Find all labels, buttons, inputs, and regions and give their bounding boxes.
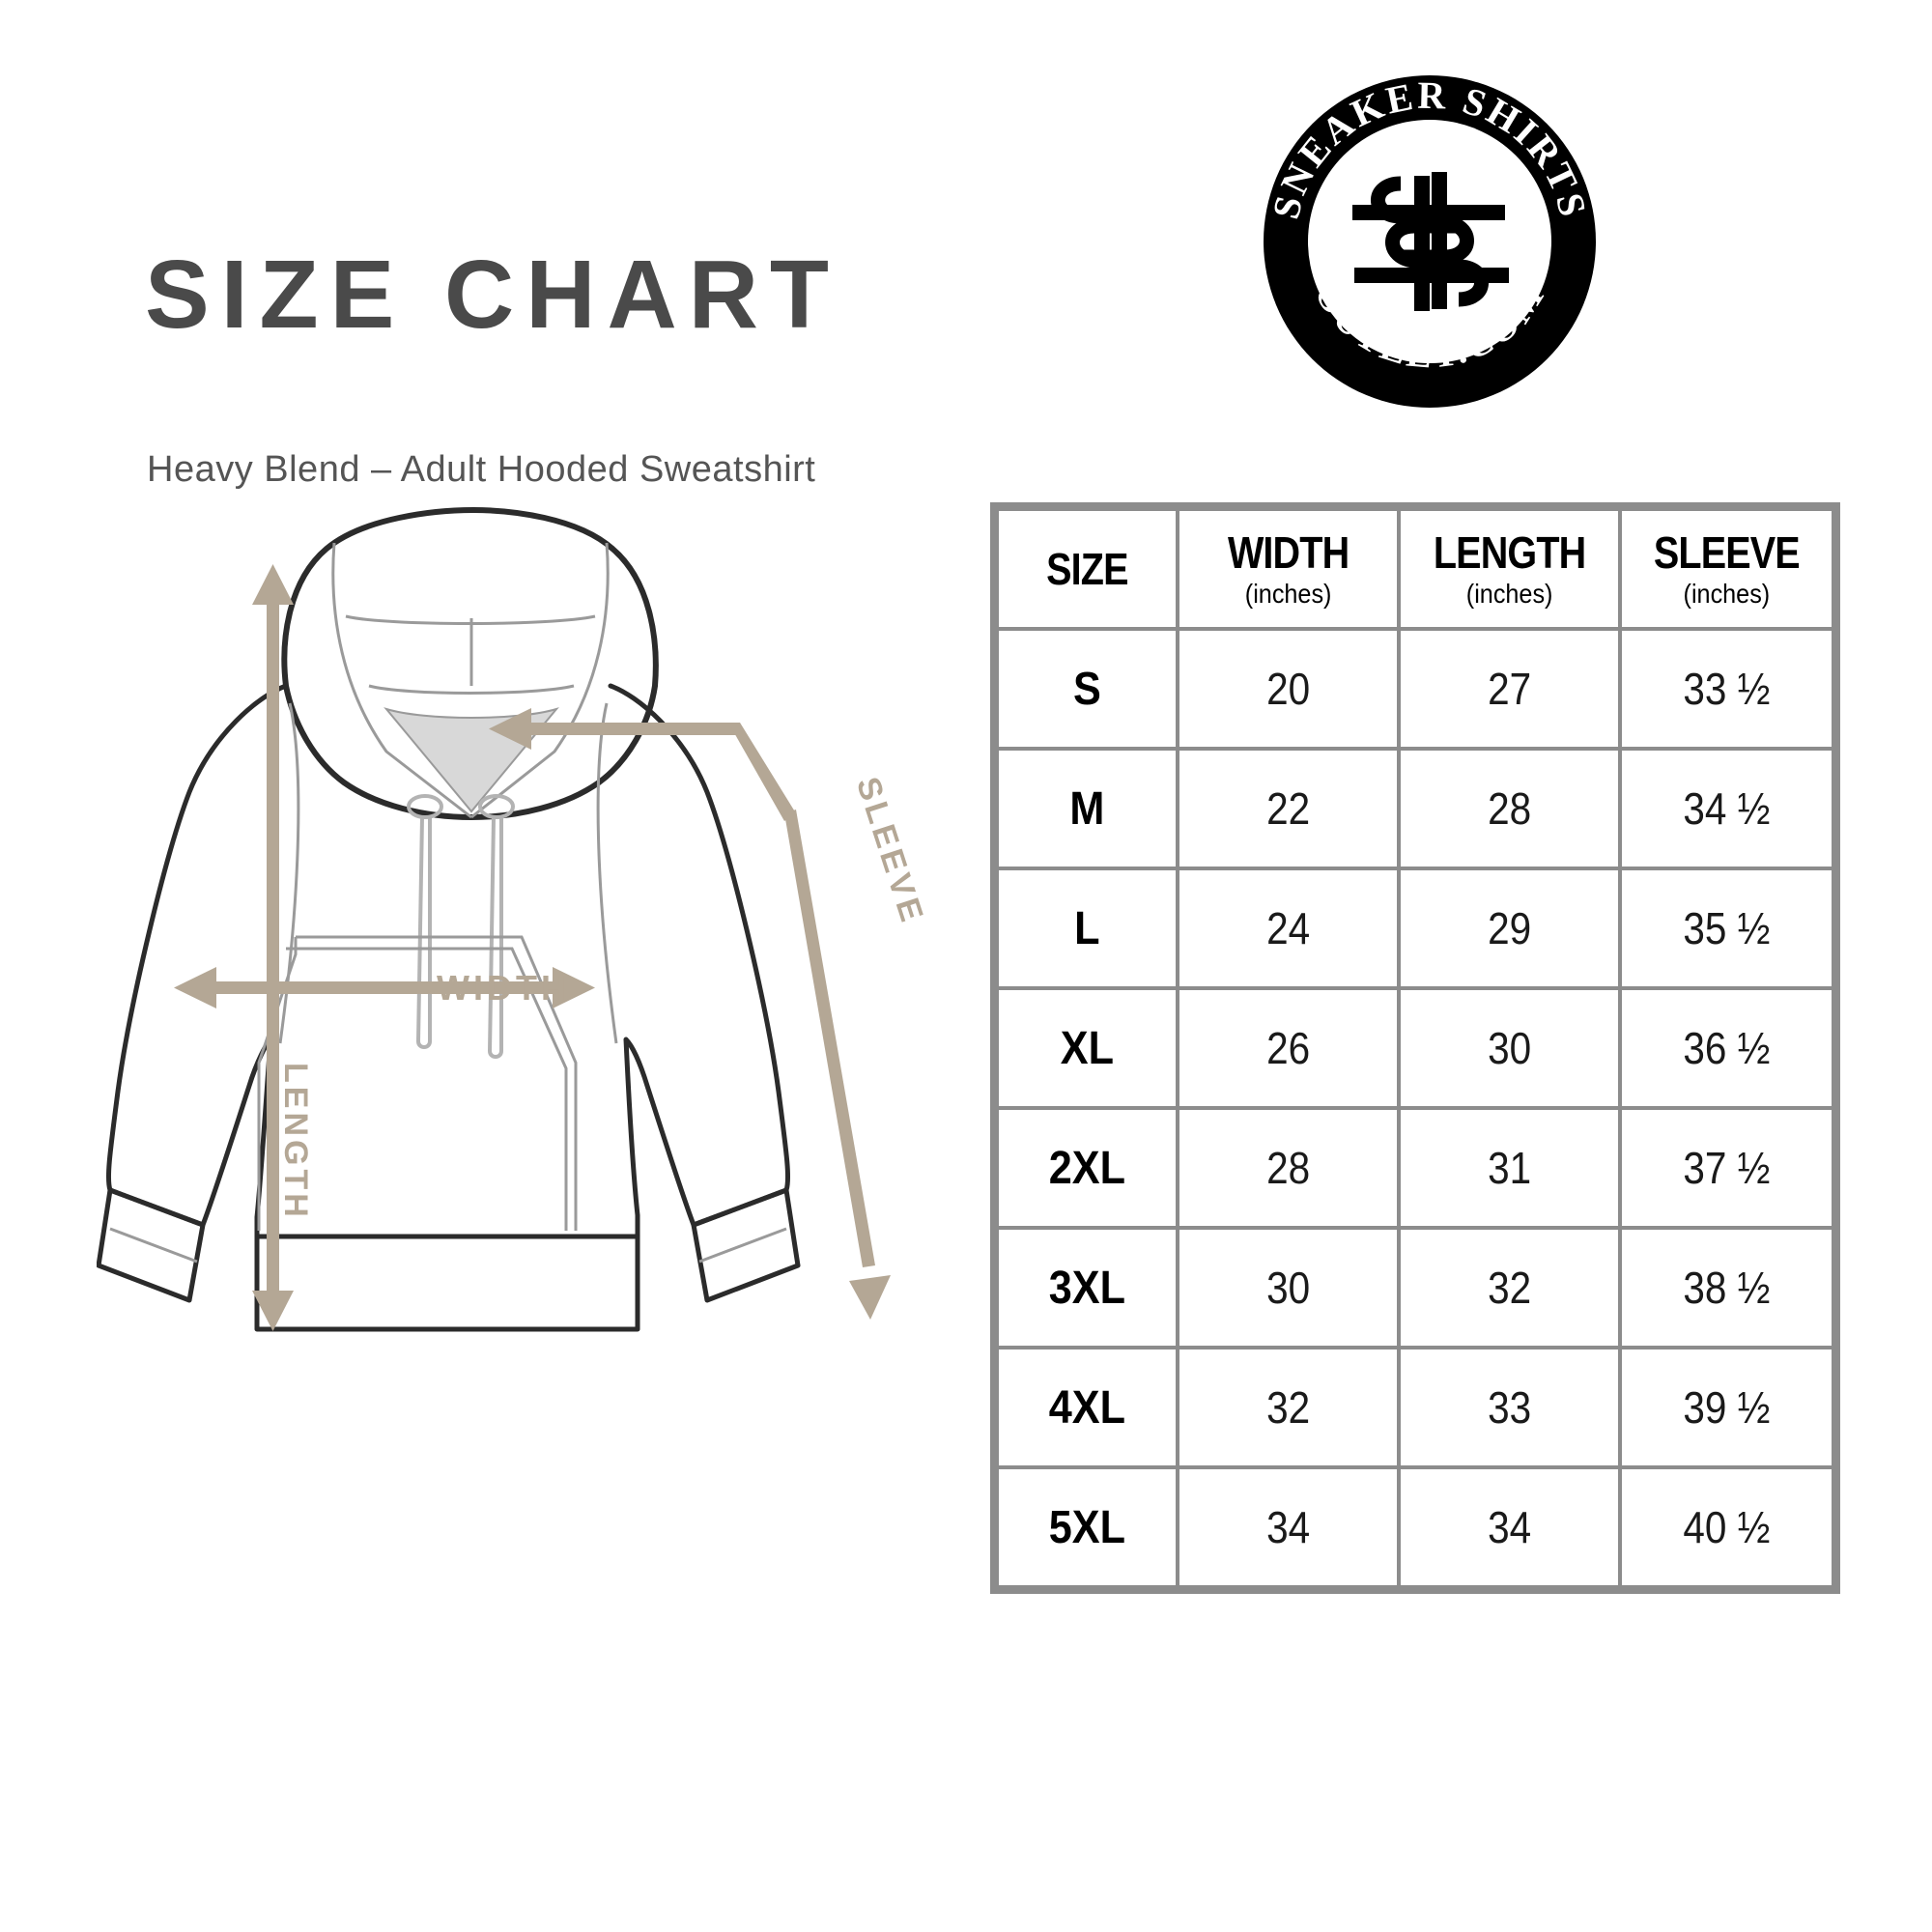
cell-sleeve: 36 ½ — [1622, 990, 1832, 1106]
cell-length: 30 — [1401, 990, 1619, 1106]
table-row: XL 26 30 36 ½ — [999, 990, 1832, 1106]
cell-width: 28 — [1179, 1110, 1397, 1226]
hoodie-diagram — [96, 502, 1005, 1584]
column-header-size: SIZE — [999, 511, 1176, 627]
cell-length: 29 — [1401, 870, 1619, 986]
cell-length: 34 — [1401, 1469, 1619, 1585]
cell-length: 32 — [1401, 1230, 1619, 1346]
width-arrow — [174, 967, 595, 1009]
cell-size: 4XL — [999, 1350, 1176, 1465]
table-row: L 24 29 35 ½ — [999, 870, 1832, 986]
cell-size: L — [999, 870, 1176, 986]
cell-sleeve: 40 ½ — [1622, 1469, 1832, 1585]
table-row: 2XL 28 31 37 ½ — [999, 1110, 1832, 1226]
cell-size: 3XL — [999, 1230, 1176, 1346]
brand-logo: SNEAKER SHIRTS OUTLET.COM — [1256, 68, 1604, 415]
measure-arrows — [174, 564, 891, 1331]
page-title: SIZE CHART — [145, 241, 840, 349]
hoodie-drawstrings — [407, 794, 515, 1059]
sleeve-arrow — [489, 708, 891, 1320]
hoodie-body-outline — [96, 683, 801, 1332]
cell-length: 31 — [1401, 1110, 1619, 1226]
length-label: LENGTH — [277, 1063, 314, 1221]
hoodie-hood-outline — [281, 507, 659, 820]
cell-width: 22 — [1179, 751, 1397, 867]
cell-width: 26 — [1179, 990, 1397, 1106]
hoodie-hood-inner-lines — [331, 542, 610, 819]
table-row: 3XL 30 32 38 ½ — [999, 1230, 1832, 1346]
column-header-width: WIDTH (inches) — [1179, 511, 1397, 627]
cell-size: 2XL — [999, 1110, 1176, 1226]
table-header-row: SIZE WIDTH (inches) LENGTH (inches) SLEE… — [999, 511, 1832, 627]
column-header-sleeve: SLEEVE (inches) — [1622, 511, 1832, 627]
cell-length: 33 — [1401, 1350, 1619, 1465]
cell-length: 27 — [1401, 631, 1619, 747]
brand-logo-icon: SNEAKER SHIRTS OUTLET.COM — [1264, 73, 1596, 408]
cell-width: 24 — [1179, 870, 1397, 986]
cell-sleeve: 34 ½ — [1622, 751, 1832, 867]
width-label: WIDTH — [437, 968, 570, 1008]
cell-sleeve: 38 ½ — [1622, 1230, 1832, 1346]
cell-width: 34 — [1179, 1469, 1397, 1585]
size-chart-table: SIZE WIDTH (inches) LENGTH (inches) SLEE… — [990, 502, 1840, 1594]
cell-sleeve: 33 ½ — [1622, 631, 1832, 747]
cell-size: 5XL — [999, 1469, 1176, 1585]
table-row: 5XL 34 34 40 ½ — [999, 1469, 1832, 1585]
cell-sleeve: 35 ½ — [1622, 870, 1832, 986]
column-header-length: LENGTH (inches) — [1401, 511, 1619, 627]
cell-width: 30 — [1179, 1230, 1397, 1346]
cell-size: XL — [999, 990, 1176, 1106]
cell-length: 28 — [1401, 751, 1619, 867]
table-row: S 20 27 33 ½ — [999, 631, 1832, 747]
page-subtitle: Heavy Blend – Adult Hooded Sweatshirt — [147, 449, 816, 490]
cell-sleeve: 39 ½ — [1622, 1350, 1832, 1465]
logo-monogram-icon — [1352, 172, 1509, 311]
cell-sleeve: 37 ½ — [1622, 1110, 1832, 1226]
cell-size: M — [999, 751, 1176, 867]
table-row: M 22 28 34 ½ — [999, 751, 1832, 867]
cell-size: S — [999, 631, 1176, 747]
table-row: 4XL 32 33 39 ½ — [999, 1350, 1832, 1465]
cell-width: 32 — [1179, 1350, 1397, 1465]
length-arrow — [252, 564, 294, 1331]
cell-width: 20 — [1179, 631, 1397, 747]
